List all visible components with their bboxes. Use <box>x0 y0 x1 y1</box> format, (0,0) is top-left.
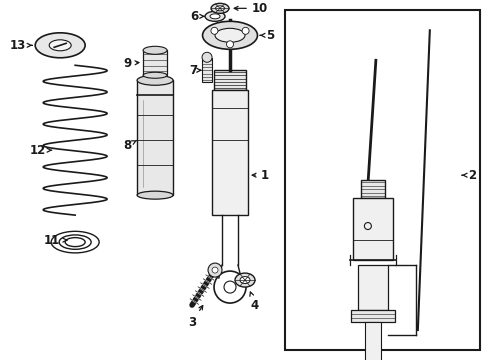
Ellipse shape <box>143 46 167 54</box>
Circle shape <box>207 263 222 277</box>
Text: 6: 6 <box>189 10 203 23</box>
Text: 2: 2 <box>461 169 475 182</box>
Text: 5: 5 <box>260 29 274 42</box>
Ellipse shape <box>49 40 71 51</box>
Ellipse shape <box>215 6 224 11</box>
Bar <box>143 50 167 75</box>
Text: 13: 13 <box>10 39 32 52</box>
Bar <box>212 90 247 215</box>
Bar <box>360 180 384 198</box>
Bar <box>202 58 212 82</box>
Ellipse shape <box>204 11 224 21</box>
Ellipse shape <box>210 14 220 19</box>
Ellipse shape <box>35 33 85 58</box>
Ellipse shape <box>137 75 173 85</box>
Circle shape <box>212 267 218 273</box>
Text: 10: 10 <box>234 2 267 15</box>
Text: 3: 3 <box>187 306 203 329</box>
Text: 8: 8 <box>123 139 136 152</box>
Bar <box>214 70 245 90</box>
Text: 12: 12 <box>30 144 52 157</box>
Text: 11: 11 <box>44 234 67 247</box>
Bar <box>137 80 173 195</box>
Circle shape <box>202 52 212 62</box>
Bar <box>285 10 479 350</box>
Text: 4: 4 <box>249 292 259 311</box>
Bar <box>350 310 394 322</box>
Ellipse shape <box>137 191 173 199</box>
Circle shape <box>242 27 248 34</box>
Bar <box>364 322 380 360</box>
Ellipse shape <box>215 28 244 42</box>
Text: 7: 7 <box>188 64 200 77</box>
Ellipse shape <box>235 273 254 287</box>
Ellipse shape <box>202 21 257 49</box>
Bar <box>357 265 387 310</box>
Text: 1: 1 <box>252 169 268 182</box>
Circle shape <box>226 41 233 48</box>
Ellipse shape <box>240 276 249 284</box>
Ellipse shape <box>143 72 167 78</box>
Text: 9: 9 <box>123 57 139 70</box>
Bar <box>352 198 392 260</box>
Ellipse shape <box>211 3 228 13</box>
Circle shape <box>210 27 218 34</box>
